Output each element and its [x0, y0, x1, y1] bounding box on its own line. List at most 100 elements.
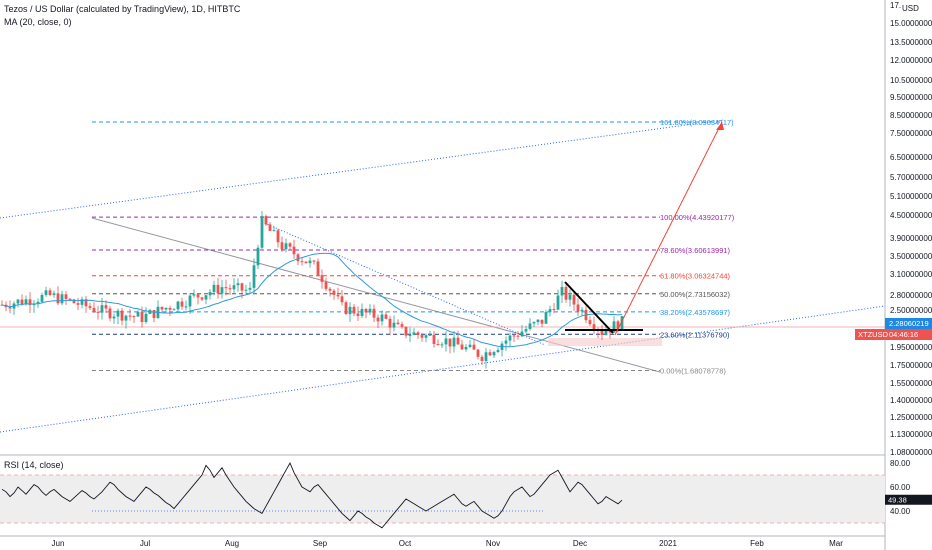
candle-body — [96, 311, 100, 313]
candle-body — [296, 254, 300, 262]
candle-body — [396, 322, 400, 325]
candle-body — [212, 284, 216, 293]
candle-body — [388, 318, 392, 328]
candle-body — [540, 319, 544, 324]
candle-body — [244, 289, 248, 291]
candle-body — [252, 265, 256, 288]
candle-body — [572, 294, 576, 305]
price-axis-tick: 3.50000000 — [890, 252, 932, 261]
candle-body — [472, 344, 476, 350]
candle-body — [380, 314, 384, 322]
candle-body — [136, 311, 140, 317]
fib-level-label: 100.00%(4.43920177) — [660, 213, 735, 222]
candle-body — [416, 332, 420, 336]
candle-body — [152, 310, 156, 318]
candle-body — [108, 308, 112, 319]
candle-body — [460, 344, 464, 350]
candle-body — [80, 299, 84, 305]
ma-indicator-label: MA (20, close, 0) — [4, 17, 72, 27]
candle-body — [56, 293, 60, 304]
candle-body — [140, 311, 144, 322]
candle-body — [440, 344, 444, 346]
candle-body — [524, 329, 528, 332]
candle-body — [568, 294, 572, 300]
candle-body — [228, 288, 232, 290]
candle-body — [532, 322, 536, 324]
candle-body — [272, 230, 276, 232]
candle-body — [480, 356, 484, 362]
candle-body — [512, 335, 516, 337]
price-axis-tick: 17. — [890, 1, 901, 10]
candle-body — [464, 346, 468, 350]
candle-body — [68, 298, 72, 300]
chart-title: Tezos / US Dollar (calculated by Trading… — [4, 4, 241, 14]
price-axis-tick: 4.50000000 — [890, 211, 932, 220]
rsi-badge — [885, 494, 932, 505]
fib-level-label: 0.00%(1.68078778) — [660, 366, 726, 375]
candle-body — [352, 306, 356, 314]
candle-body — [556, 295, 560, 310]
time-axis-tick: Jul — [140, 539, 150, 548]
candle-body — [28, 299, 32, 306]
candle-body — [120, 310, 124, 321]
candle-body — [8, 307, 12, 309]
time-axis-tick: Dec — [573, 539, 587, 548]
price-badge-value: 2.28060219 — [889, 319, 929, 328]
candle-body — [280, 242, 284, 250]
candle-body — [620, 316, 624, 331]
symbol-badge-symbol: XTZUSD — [858, 330, 889, 339]
price-axis-tick: 2.80000000 — [890, 291, 932, 300]
candle-body — [60, 294, 64, 304]
projection-arrow — [614, 121, 723, 336]
candle-body — [188, 295, 192, 307]
candle-body — [616, 321, 620, 331]
time-axis-tick: Feb — [750, 539, 764, 548]
candle-body — [588, 320, 592, 325]
candle-body — [100, 305, 104, 313]
descending-trendline — [91, 217, 661, 373]
candle-body — [204, 295, 208, 300]
candle-body — [376, 317, 380, 322]
rsi-line — [1, 461, 623, 529]
candle-body — [224, 287, 228, 289]
candle-body — [528, 323, 532, 330]
support-zone — [548, 338, 662, 346]
candle-body — [404, 326, 408, 336]
time-axis-tick: Sep — [313, 539, 328, 548]
candle-body — [552, 309, 556, 311]
candle-body — [336, 294, 340, 297]
fib-level-label: 23.60%(2.11376790) — [660, 330, 730, 339]
candle-body — [592, 324, 596, 330]
candle-body — [384, 314, 388, 319]
price-axis-tick: 3.90000000 — [890, 234, 932, 243]
currency-label: USD — [902, 4, 919, 13]
symbol-badge — [855, 329, 932, 340]
candle-body — [44, 290, 48, 295]
candle-body — [564, 286, 568, 300]
candle-body — [316, 261, 320, 276]
candle-body — [172, 309, 176, 311]
candle-body — [52, 293, 56, 296]
price-axis-tick: 1.25000000 — [890, 413, 932, 422]
rsi-axis-tick: 60.00 — [890, 483, 911, 492]
candle-body — [508, 335, 512, 341]
time-axis-tick: 2021 — [659, 539, 677, 548]
candle-body — [548, 309, 552, 313]
candle-body — [200, 297, 204, 300]
candle-body — [328, 288, 332, 291]
candle-body — [608, 331, 612, 333]
candle-body — [308, 260, 312, 264]
candle-body — [344, 302, 348, 315]
candle-body — [320, 275, 324, 282]
candle-body — [312, 260, 316, 262]
candle-body — [424, 335, 428, 338]
candle-body — [428, 334, 432, 336]
candle-body — [400, 324, 404, 327]
symbol-badge-countdown: 04:46:16 — [889, 330, 918, 339]
price-axis-tick: 5.70000000 — [890, 173, 932, 182]
candle-body — [372, 308, 376, 318]
candle-body — [128, 315, 132, 317]
candle-body — [116, 310, 120, 317]
